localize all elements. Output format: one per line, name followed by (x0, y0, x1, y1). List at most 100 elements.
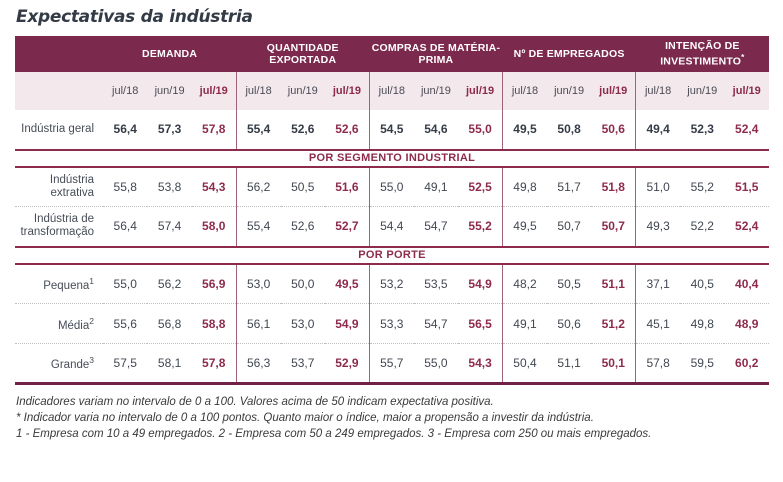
value-cell: 40,5 (690, 276, 714, 291)
value-cell: 51,1 (591, 263, 637, 304)
value-cell: 57,8 (635, 343, 681, 384)
page-title: Expectativas da indústria (16, 7, 253, 27)
value-cell: 51,1 (546, 343, 592, 384)
value-cell: 57,8 (191, 109, 237, 150)
value-cell: 56,2 (246, 179, 271, 194)
value-cell: 52,2 (680, 206, 725, 247)
value-cell: 40,4 (735, 276, 759, 291)
period-header: jul/19 (324, 71, 370, 110)
value-cell: 49,8 (680, 303, 725, 344)
value-cell: 52,4 (735, 122, 759, 136)
value-cell: 51,5 (735, 179, 759, 194)
value-cell: 56,3 (236, 343, 281, 384)
value-cell: 54,7 (413, 206, 459, 247)
value-cell: 54,6 (424, 122, 448, 136)
value-cell: 52,4 (724, 206, 769, 247)
value-cell: 37,1 (646, 276, 670, 291)
value-cell: 57,4 (147, 206, 192, 247)
section-row: POR SEGMENTO INDUSTRIAL (15, 148, 769, 168)
footnote: * Indicador varia no intervalo de 0 a 10… (16, 412, 594, 424)
value-cell: 54,9 (458, 263, 504, 304)
period-header: jun/19 (680, 71, 725, 110)
value-cell: 52,9 (324, 343, 370, 384)
value-cell: 55,6 (103, 303, 148, 344)
value-cell: 56,8 (147, 303, 192, 344)
table-row: Indústria extrativa 55,8 53,8 54,3 56,2 50,5 5… (15, 166, 769, 207)
value-cell: 55,2 (458, 206, 504, 247)
value-cell: 52,3 (690, 122, 714, 136)
period-header: jul/18 (502, 71, 547, 110)
value-cell: 52,5 (458, 166, 504, 207)
row-label: Pequena1 (43, 275, 94, 292)
value-cell: 49,3 (635, 206, 681, 247)
section-header: POR SEGMENTO INDUSTRIAL (15, 148, 769, 168)
value-cell: 56,9 (191, 263, 237, 304)
value-cell: 56,5 (458, 303, 504, 344)
value-cell: 53,7 (280, 343, 325, 384)
value-cell: 54,7 (413, 303, 459, 344)
value-cell: 56,4 (103, 206, 148, 247)
row-label: Indústria geral (21, 122, 94, 135)
value-cell: 54,4 (369, 206, 414, 247)
value-cell: 55,0 (113, 276, 137, 291)
value-cell: 54,5 (380, 122, 404, 136)
value-cell: 53,5 (424, 276, 448, 291)
column-group-header: DEMANDA (103, 36, 237, 72)
table-row: Indústria geral 56,4 57,3 57,8 55,4 52,6 52,6 5… (15, 109, 769, 150)
period-header: jul/19 (591, 71, 637, 110)
value-cell: 55,4 (246, 122, 271, 136)
value-cell: 54,3 (191, 166, 237, 207)
period-label-spacer (15, 71, 103, 110)
value-cell: 50,7 (591, 206, 637, 247)
value-cell: 45,1 (635, 303, 681, 344)
value-cell: 51,6 (324, 166, 370, 207)
value-cell: 50,8 (557, 122, 581, 136)
value-cell: 58,1 (147, 343, 192, 384)
value-cell: 52,7 (324, 206, 370, 247)
table-row: Grande3 57,5 58,1 57,8 56,3 53,7 52,9 55,7 55,0 5… (15, 343, 769, 384)
row-label: Grande3 (15, 343, 103, 384)
value-cell: 53,0 (246, 276, 271, 291)
value-cell: 57,5 (103, 343, 148, 384)
value-cell: 52,6 (280, 206, 325, 247)
table-head: DEMANDA QUANTIDADE EXPORTADA COMPRAS DE MA… (15, 36, 769, 110)
value-cell: 50,6 (591, 109, 637, 150)
period-row: jul/18 jun/19 jul/19 jul/18 jun/19 jul/19 jul/… (15, 71, 769, 110)
value-cell: 55,0 (380, 179, 404, 194)
column-group-header: Nº DE EMPREGADOS (502, 36, 636, 72)
column-group-header: COMPRAS DE MATÉRIA-PRIMA (369, 36, 503, 72)
value-cell: 57,8 (191, 343, 237, 384)
period-header: jul/19 (724, 71, 769, 110)
value-cell: 56,1 (236, 303, 281, 344)
table-body: Indústria geral 56,4 57,3 57,8 55,4 52,6 52,6 5… (15, 109, 769, 384)
table-row: Indústria de transformação 56,4 57,4 58,0 55… (15, 206, 769, 247)
value-cell: 58,8 (191, 303, 237, 344)
value-cell: 48,9 (724, 303, 769, 344)
value-cell: 49,1 (502, 303, 547, 344)
period-header: jul/18 (635, 71, 681, 110)
value-cell: 51,0 (646, 179, 670, 194)
value-cell: 56,2 (157, 276, 182, 291)
footnote: 1 - Empresa com 10 a 49 empregados. 2 - … (16, 428, 652, 440)
value-cell: 49,1 (424, 179, 448, 194)
value-cell: 60,2 (724, 343, 769, 384)
value-cell: 50,6 (546, 303, 592, 344)
value-cell: 55,8 (113, 179, 137, 194)
column-group-header: QUANTIDADE EXPORTADA (236, 36, 370, 72)
footnotes: Indicadores variam no intervalo de 0 a 1… (16, 394, 783, 442)
column-group-header: INTENÇÃO DE INVESTIMENTO* (635, 36, 769, 72)
value-cell: 50,5 (557, 276, 581, 291)
value-cell: 58,0 (191, 206, 237, 247)
value-cell: 49,4 (646, 122, 670, 136)
value-cell: 56,4 (113, 122, 137, 136)
value-cell: 50,5 (291, 179, 315, 194)
value-cell: 51,2 (591, 303, 637, 344)
industry-expectations-table: DEMANDA QUANTIDADE EXPORTADA COMPRAS DE MA… (15, 36, 769, 385)
footnote: Indicadores variam no intervalo de 0 a 1… (16, 396, 494, 408)
value-cell: 52,6 (324, 109, 370, 150)
value-cell: 49,5 (324, 263, 370, 304)
value-cell: 55,0 (413, 343, 459, 384)
period-header: jun/19 (413, 71, 459, 110)
value-cell: 49,8 (513, 179, 537, 194)
period-header: jun/19 (546, 71, 592, 110)
